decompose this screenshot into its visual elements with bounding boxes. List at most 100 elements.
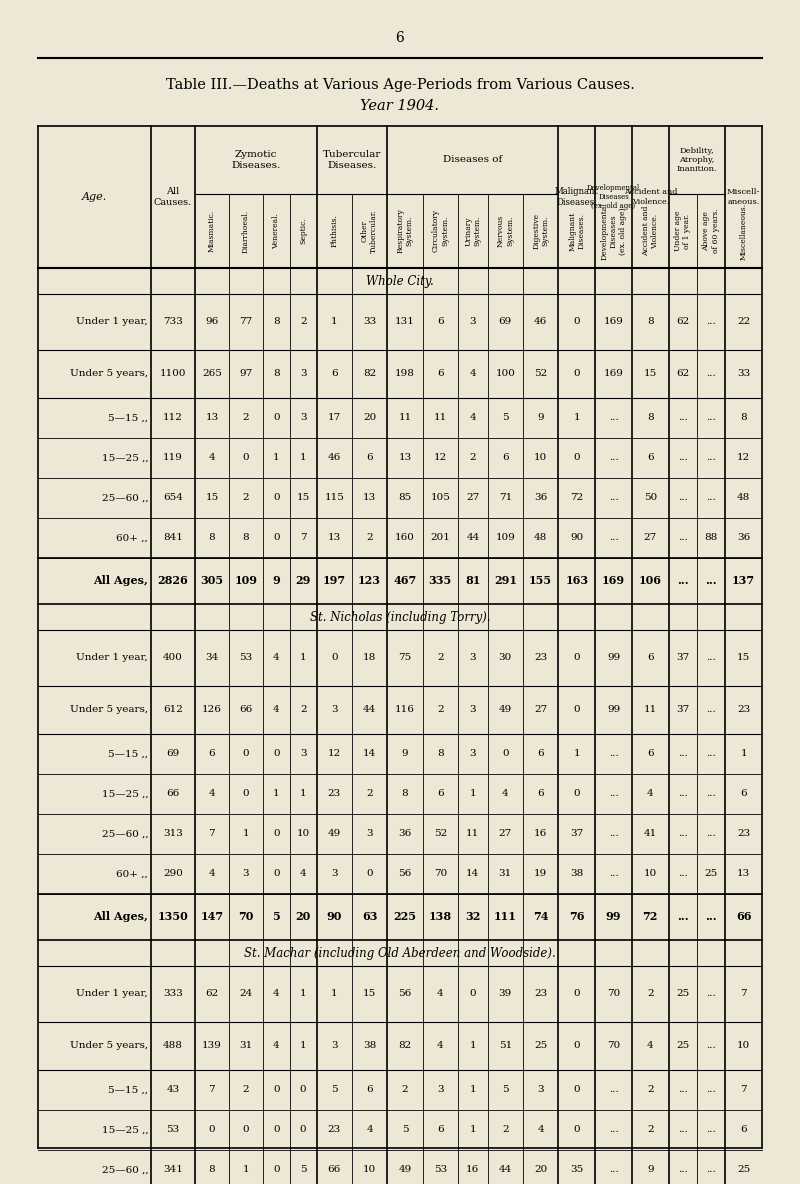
Text: 3: 3 <box>331 706 338 714</box>
Text: 13: 13 <box>737 869 750 879</box>
Text: 1: 1 <box>273 453 279 463</box>
Text: 53: 53 <box>166 1126 180 1134</box>
Text: ...: ... <box>706 494 716 502</box>
Text: 5: 5 <box>300 1165 306 1175</box>
Text: 16: 16 <box>534 830 547 838</box>
Text: 0: 0 <box>366 869 373 879</box>
Text: 1: 1 <box>300 453 306 463</box>
Text: Whole City.: Whole City. <box>366 275 434 288</box>
Text: Malignant
Diseases.: Malignant Diseases. <box>555 187 598 207</box>
Text: 1: 1 <box>470 790 476 798</box>
Text: 198: 198 <box>395 369 415 379</box>
Text: 0: 0 <box>242 453 249 463</box>
Text: 3: 3 <box>470 317 476 327</box>
Text: 5: 5 <box>502 1086 509 1094</box>
Text: 1: 1 <box>300 990 306 998</box>
Text: 7: 7 <box>300 534 306 542</box>
Text: 8: 8 <box>273 317 279 327</box>
Text: 29: 29 <box>295 575 311 586</box>
Text: 400: 400 <box>163 654 183 663</box>
Text: 1100: 1100 <box>160 369 186 379</box>
Text: 6: 6 <box>396 31 404 45</box>
Text: Developmental
Diseases
(ex. old age): Developmental Diseases (ex. old age) <box>587 184 640 211</box>
Text: 32: 32 <box>465 912 481 922</box>
Text: 1: 1 <box>300 1042 306 1050</box>
Text: 131: 131 <box>395 317 415 327</box>
Text: ...: ... <box>678 830 688 838</box>
Text: Tubercular
Diseases.: Tubercular Diseases. <box>322 150 381 169</box>
Text: 11: 11 <box>434 413 447 423</box>
Text: 4: 4 <box>273 1042 279 1050</box>
Text: 138: 138 <box>429 912 452 922</box>
Text: 13: 13 <box>398 453 411 463</box>
Text: 8: 8 <box>273 369 279 379</box>
Text: 12: 12 <box>328 749 341 759</box>
Text: 2: 2 <box>242 494 249 502</box>
Text: 15: 15 <box>297 494 310 502</box>
Text: 11: 11 <box>644 706 657 714</box>
Text: 115: 115 <box>324 494 344 502</box>
Text: 15—25 ,,: 15—25 ,, <box>102 1126 148 1134</box>
Text: ...: ... <box>706 912 717 922</box>
Text: ...: ... <box>678 749 688 759</box>
Text: 5: 5 <box>502 413 509 423</box>
Text: 6: 6 <box>740 1126 747 1134</box>
Text: 27: 27 <box>466 494 479 502</box>
Text: 2: 2 <box>647 990 654 998</box>
Text: 6: 6 <box>740 790 747 798</box>
Text: Debility,
Atrophy,
Inanition.: Debility, Atrophy, Inanition. <box>677 147 718 173</box>
Text: 5—15 ,,: 5—15 ,, <box>108 1086 148 1094</box>
Text: 3: 3 <box>366 830 373 838</box>
Text: 25: 25 <box>534 1042 547 1050</box>
Text: 72: 72 <box>570 494 583 502</box>
Text: 77: 77 <box>239 317 253 327</box>
Text: ...: ... <box>706 706 716 714</box>
Text: 126: 126 <box>202 706 222 714</box>
Text: 13: 13 <box>206 413 218 423</box>
Text: 52: 52 <box>534 369 547 379</box>
Text: ...: ... <box>609 1126 618 1134</box>
Text: 10: 10 <box>363 1165 376 1175</box>
Text: 333: 333 <box>163 990 183 998</box>
Text: ...: ... <box>609 830 618 838</box>
Text: All Ages,: All Ages, <box>94 912 148 922</box>
Text: 13: 13 <box>328 534 341 542</box>
Text: 3: 3 <box>538 1086 544 1094</box>
Text: 3: 3 <box>242 869 249 879</box>
Text: 6: 6 <box>647 453 654 463</box>
Text: 8: 8 <box>740 413 747 423</box>
Text: St. Nicholas (including Torry).: St. Nicholas (including Torry). <box>310 611 490 624</box>
Text: 265: 265 <box>202 369 222 379</box>
Text: 1: 1 <box>470 1086 476 1094</box>
Text: 25: 25 <box>676 1042 690 1050</box>
Text: 6: 6 <box>538 790 544 798</box>
Text: 5: 5 <box>402 1126 408 1134</box>
Text: 4: 4 <box>209 453 215 463</box>
Text: 97: 97 <box>239 369 253 379</box>
Text: 0: 0 <box>502 749 509 759</box>
Text: 6: 6 <box>647 749 654 759</box>
Text: 4: 4 <box>209 869 215 879</box>
Text: 20: 20 <box>363 413 376 423</box>
Text: 4: 4 <box>273 706 279 714</box>
Text: 82: 82 <box>398 1042 411 1050</box>
Text: ...: ... <box>609 453 618 463</box>
Text: ...: ... <box>706 1126 716 1134</box>
Text: 488: 488 <box>163 1042 183 1050</box>
Text: ...: ... <box>677 575 689 586</box>
Text: 99: 99 <box>607 654 620 663</box>
Text: 6: 6 <box>437 1126 444 1134</box>
Text: 10: 10 <box>297 830 310 838</box>
Text: 11: 11 <box>466 830 479 838</box>
Text: 341: 341 <box>163 1165 183 1175</box>
Text: 0: 0 <box>470 990 476 998</box>
Text: 2: 2 <box>647 1086 654 1094</box>
Text: 10: 10 <box>534 453 547 463</box>
Text: Under 5 years,: Under 5 years, <box>70 1042 148 1050</box>
Text: 0: 0 <box>574 453 580 463</box>
Text: 0: 0 <box>273 413 279 423</box>
Text: ...: ... <box>609 413 618 423</box>
Text: 6: 6 <box>437 317 444 327</box>
Text: 31: 31 <box>498 869 512 879</box>
Text: Developmental
Diseases
(ex. old age): Developmental Diseases (ex. old age) <box>600 202 626 259</box>
